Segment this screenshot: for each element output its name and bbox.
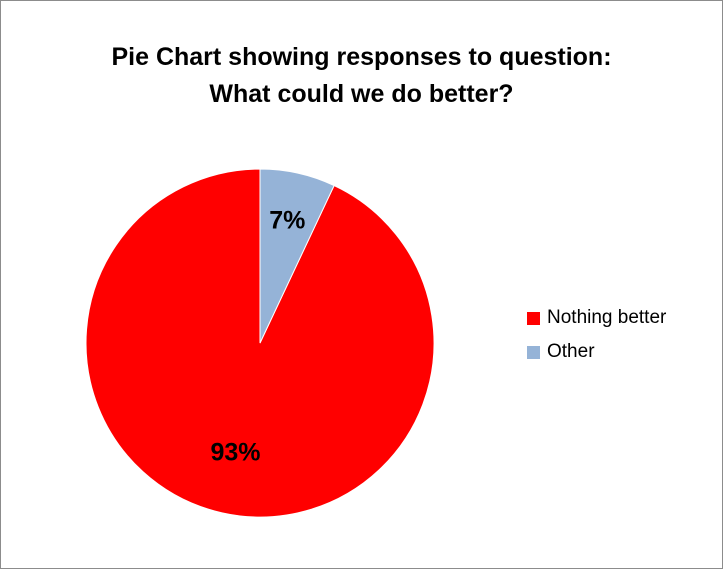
legend-swatch-nothing-better — [527, 311, 540, 325]
legend-item-nothing-better: Nothing better — [527, 301, 666, 335]
chart-title-line-2: What could we do better? — [209, 80, 514, 108]
chart-title: Pie Chart showing responses to question:… — [1, 39, 722, 113]
chart-title-line-1: Pie Chart showing responses to question: — [111, 43, 612, 71]
legend: Nothing better Other — [527, 301, 666, 369]
pie-slices — [85, 168, 435, 518]
legend-swatch-other — [527, 345, 540, 359]
legend-item-other: Other — [527, 335, 666, 369]
pie-data-labels: 93% 7% — [210, 207, 305, 467]
pie-slice-other — [259, 168, 335, 344]
legend-label-nothing-better: Nothing better — [547, 307, 667, 328]
data-label-nothing-better: 93% — [210, 439, 260, 467]
legend-label-other: Other — [547, 341, 595, 362]
data-label-other: 7% — [269, 207, 305, 235]
